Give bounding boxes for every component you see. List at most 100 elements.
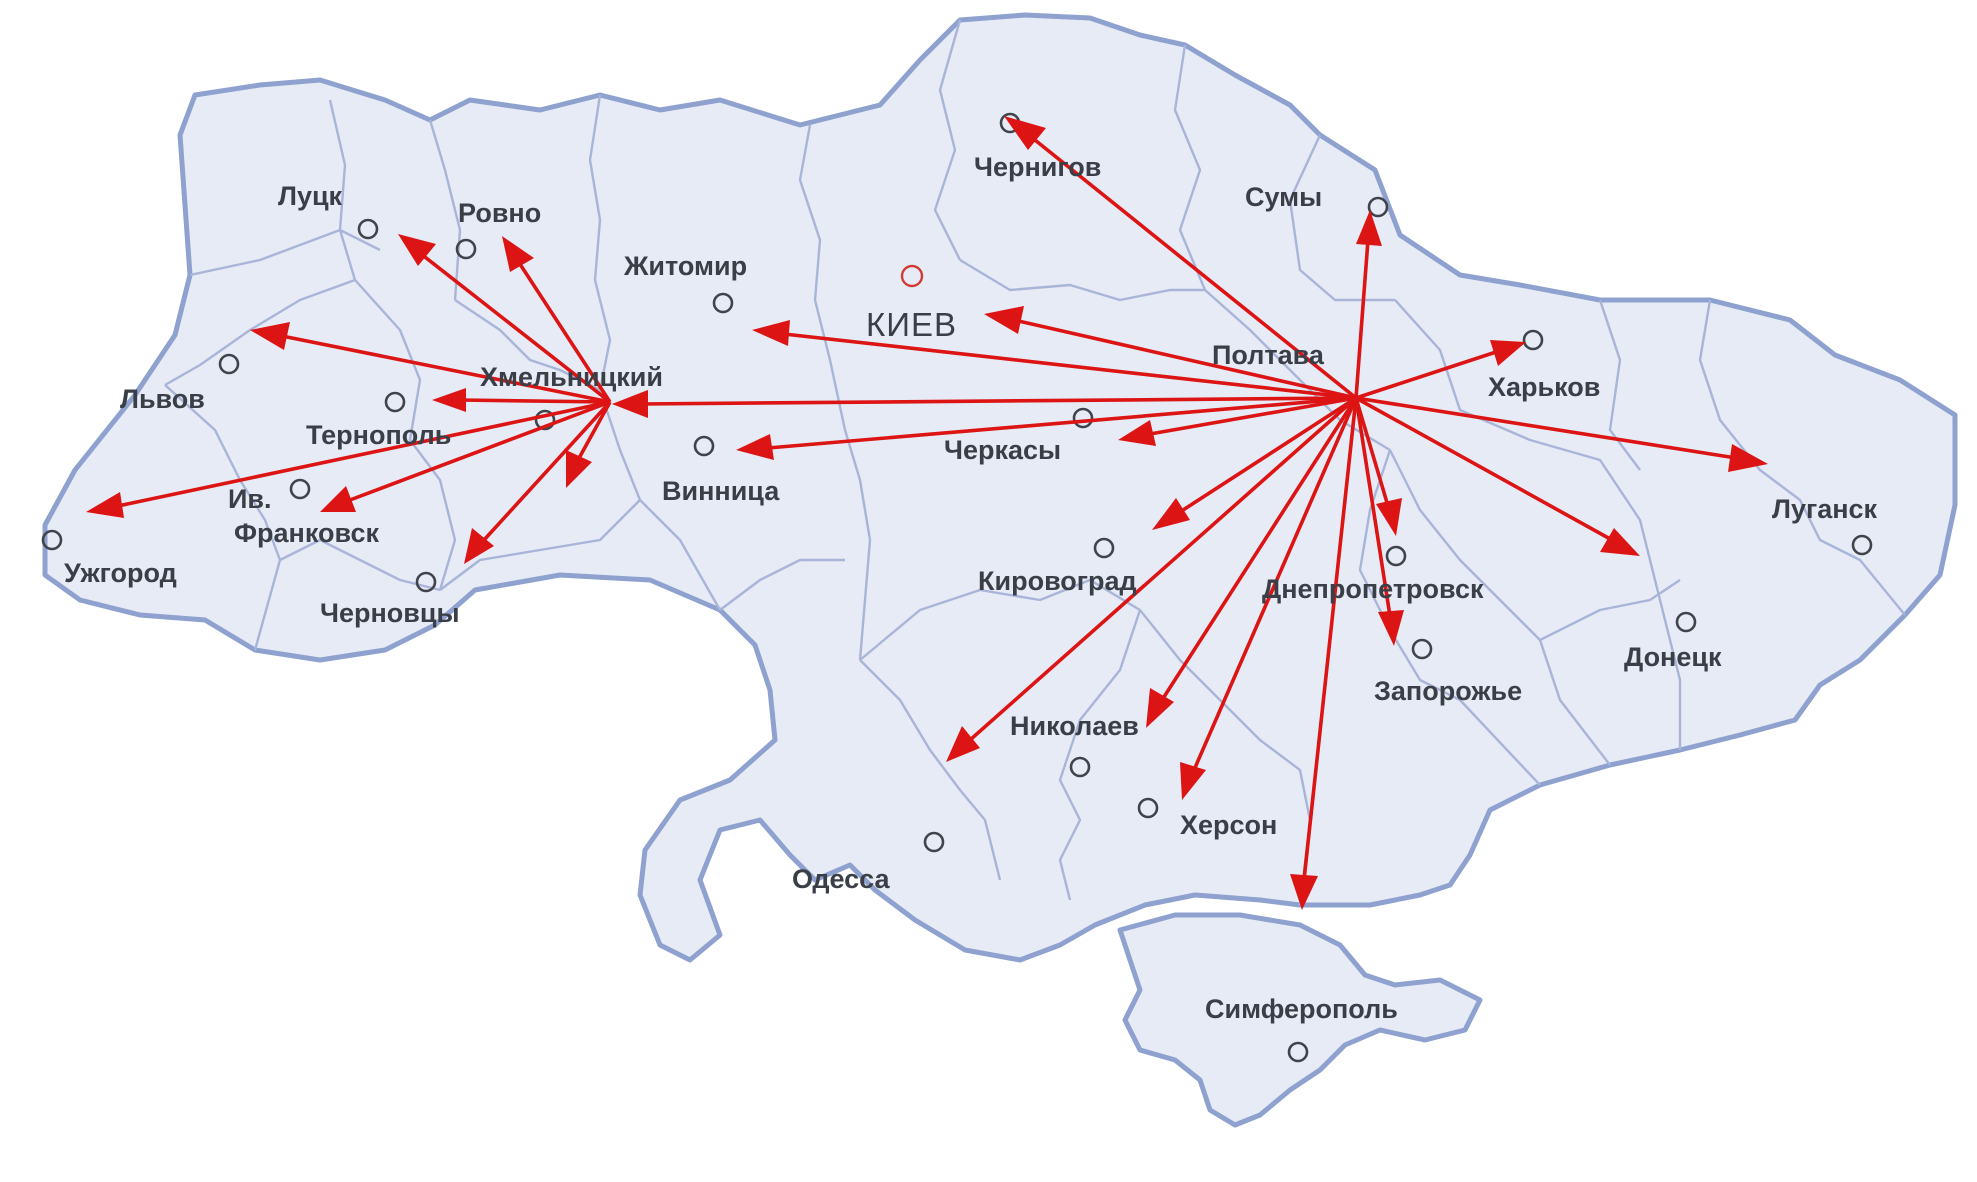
city-marker-khmelnitsky: [534, 409, 556, 431]
arrow-khmelnitsky-lutsk: [414, 248, 612, 404]
arrow-poltava-khmelnitsky: [639, 396, 1357, 406]
arrowhead-khmelnitsky-ternopol: [432, 388, 466, 412]
city-marker-zhitomir: [712, 292, 734, 314]
arrowhead-khmelnitsky-lutsk: [398, 234, 436, 266]
city-marker-kherson: [1137, 797, 1159, 819]
city-label-rovno: Ровно: [458, 198, 541, 228]
arrow-poltava-kiev: [1013, 318, 1357, 400]
arrowhead-khmelnitsky-lvov: [250, 322, 290, 350]
city-marker-sumy: [1367, 196, 1389, 218]
city-label-kharkov: Харьков: [1488, 372, 1600, 402]
arrow-poltava-zaporozhye: [1354, 397, 1392, 617]
city-marker-rovno: [455, 238, 477, 260]
city-label-zhitomir: Житомир: [623, 251, 747, 281]
arrow-poltava-kharkov: [1355, 350, 1497, 400]
arrowhead-poltava-sumy: [1356, 210, 1382, 246]
arrowhead-poltava-khmelnitsky: [612, 390, 648, 418]
arrow-poltava-zhitomir: [783, 332, 1357, 400]
city-marker-odessa: [923, 831, 945, 853]
arrowhead-poltava-lugansk: [1728, 444, 1768, 472]
arrowhead-poltava-chernigov: [1004, 116, 1046, 150]
arrowhead-poltava-kirovograd: [1152, 498, 1190, 530]
arrowhead-poltava-kiev: [984, 306, 1024, 334]
city-label-lvov: Львов: [120, 384, 205, 414]
city-labels: Луцк Ровно Житомир Чернигов Сумы КИЕВ По…: [64, 152, 1878, 1024]
city-label-dnepropetrovsk: Днепропетровск: [1262, 574, 1484, 604]
city-marker-lutsk: [357, 218, 379, 240]
arrow-poltava-dnepropetrovsk: [1354, 397, 1390, 507]
city-label-nikolaev: Николаев: [1010, 711, 1139, 741]
arrow-poltava-chernigov: [1028, 134, 1358, 400]
city-marker-dnepropetrovsk: [1385, 545, 1407, 567]
city-label-kirovograd: Кировоград: [978, 566, 1137, 596]
city-marker-cherkasy: [1072, 407, 1094, 429]
crimea-shape: [1117, 912, 1483, 1128]
arrowhead-poltava-kherson: [1180, 762, 1206, 800]
arrow-poltava-nikolaev: [1160, 397, 1358, 701]
arrow-khmelnitsky-uzhgorod: [117, 400, 611, 508]
arrow-poltava-kirovograd: [1179, 396, 1357, 514]
arrowhead-khmelnitsky-south: [566, 450, 592, 488]
arrow-khmelnitsky-chernovtsy: [482, 400, 612, 542]
arrowhead-khmelnitsky-rovno: [502, 236, 534, 272]
arrowhead-khmelnitsky-chernovtsy: [464, 528, 494, 564]
arrowhead-poltava-donetsk: [1600, 528, 1640, 556]
arrowhead-poltava-zhitomir: [752, 320, 790, 346]
arrow-poltava-sumy: [1354, 239, 1370, 399]
city-marker-simferopol: [1287, 1041, 1309, 1063]
arrow-poltava-odessa: [968, 396, 1358, 742]
city-marker-ternopol: [384, 391, 406, 413]
arrowhead-khmelnitsky-uzhgorod: [86, 492, 124, 518]
route-arrows: [86, 116, 1768, 910]
city-markers: [41, 112, 1873, 1063]
city-marker-chernovtsy: [415, 571, 437, 593]
arrowhead-poltava-dnepropetrovsk: [1376, 498, 1402, 536]
city-label-chernigov: Чернигов: [974, 152, 1101, 182]
city-label-poltava: Полтава: [1212, 340, 1325, 370]
arrowhead-poltava-zaporozhye: [1378, 610, 1404, 646]
city-label-donetsk: Донецк: [1624, 642, 1722, 672]
capital-marker-kiev: [900, 264, 924, 288]
city-label-cherkasy: Черкасы: [944, 435, 1061, 465]
arrowhead-khmelnitsky-frankovsk: [320, 486, 356, 512]
arrow-khmelnitsky-south: [576, 401, 612, 461]
city-marker-zaporozhye: [1411, 638, 1433, 660]
city-label-khmelnitsky: Хмельницкий: [480, 362, 663, 392]
arrow-poltava-lugansk: [1355, 396, 1737, 460]
arrow-khmelnitsky-frankovsk: [349, 400, 611, 502]
city-label-lugansk: Луганск: [1772, 494, 1878, 524]
city-marker-uzhgorod: [41, 529, 63, 551]
arrowhead-poltava-simferopol: [1290, 874, 1318, 910]
arrowhead-poltava-cherkasy: [1118, 420, 1156, 446]
capital-label-kiev: КИЕВ: [866, 306, 957, 343]
city-label-frankovsk: Франковск: [234, 518, 379, 548]
city-marker-ivano-frankovsk: [289, 478, 311, 500]
arrow-poltava-vinnitsa: [767, 396, 1357, 450]
city-label-uzhgorod: Ужгород: [64, 558, 177, 588]
city-label-kherson: Херсон: [1180, 810, 1277, 840]
city-label-vinnitsa: Винница: [662, 476, 780, 506]
city-marker-kharkov: [1522, 329, 1544, 351]
city-label-odessa: Одесса: [792, 864, 890, 894]
city-marker-vinnitsa: [693, 435, 715, 457]
city-marker-kirovograd: [1093, 537, 1115, 559]
city-marker-lvov: [218, 353, 240, 375]
arrowhead-poltava-nikolaev: [1146, 688, 1174, 728]
city-label-sumy: Сумы: [1245, 182, 1322, 212]
arrow-poltava-kherson: [1192, 397, 1358, 771]
city-marker-lugansk: [1851, 534, 1873, 556]
arrow-khmelnitsky-ternopol: [459, 398, 611, 404]
arrow-poltava-cherkasy: [1149, 396, 1357, 436]
arrowhead-poltava-kharkov: [1490, 340, 1526, 366]
arrow-poltava-donetsk: [1355, 396, 1613, 542]
city-marker-donetsk: [1675, 611, 1697, 633]
arrow-khmelnitsky-rovno: [514, 257, 612, 403]
city-marker-nikolaev: [1069, 756, 1091, 778]
arrowhead-poltava-vinnitsa: [736, 434, 774, 460]
city-label-iv: Ив.: [228, 484, 272, 514]
city-label-simferopol: Симферополь: [1205, 994, 1398, 1024]
city-label-lutsk: Луцк: [278, 181, 343, 211]
arrow-khmelnitsky-lvov: [281, 334, 611, 404]
city-label-ternopol: Тернополь: [306, 420, 451, 450]
